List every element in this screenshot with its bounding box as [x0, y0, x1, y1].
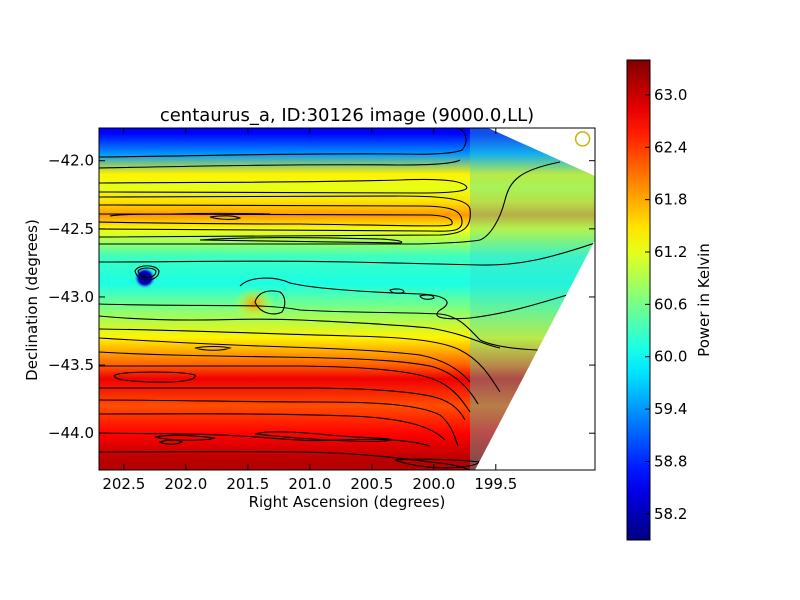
- colorbar-tick-label: 63.0: [654, 86, 687, 104]
- colorbar: 58.2 58.8 59.4 60.0 60.6 61.2 61.8 62.4 63.0 Pow…: [626, 59, 713, 541]
- chart-title: centaurus_a, ID:30126 image (9000.0,LL): [160, 105, 534, 126]
- colorbar-tick-label: 61.8: [654, 191, 687, 209]
- colorbar-label: Power in Kelvin: [695, 243, 713, 357]
- plot-area: [99, 128, 595, 470]
- colorbar-tick-label: 62.4: [654, 138, 687, 156]
- colorbar-tick-label: 58.8: [654, 452, 687, 470]
- colorbar-axis: 58.2 58.8 59.4 60.0 60.6 61.2 61.8 62.4 63.0: [645, 86, 687, 523]
- colorbar-tick-label: 60.6: [654, 295, 687, 313]
- colorbar-gradient: [626, 59, 651, 541]
- plot-frame: [98, 127, 596, 471]
- x-tick-label: 201.5: [226, 475, 269, 493]
- feature-warm-knot: [234, 287, 274, 320]
- x-axis-label: Right Ascension (degrees): [249, 493, 446, 511]
- beam-marker: [574, 131, 591, 147]
- y-tick-label: −42.0: [48, 152, 94, 170]
- x-tick-label: 202.5: [102, 475, 145, 493]
- x-tick-label: 202.0: [164, 475, 207, 493]
- x-tick-label: 200.5: [350, 475, 393, 493]
- x-tick-label: 200.0: [412, 475, 455, 493]
- colorbar-tick-label: 60.0: [654, 348, 687, 366]
- y-axis: −42.0 −42.5 −43.0 −43.5 −44.0: [48, 152, 595, 442]
- x-tick-label: 199.5: [474, 475, 517, 493]
- y-tick-label: −43.0: [48, 288, 94, 306]
- y-axis-label: Declination (degrees): [23, 219, 41, 381]
- colorbar-tick-label: 61.2: [654, 243, 687, 261]
- x-axis: 202.5 202.0 201.5 201.0 200.5 200.0 199.5: [102, 128, 517, 493]
- colorbar-tick-label: 59.4: [654, 400, 687, 418]
- x-tick-label: 201.0: [288, 475, 331, 493]
- y-tick-label: −43.5: [48, 356, 94, 374]
- y-tick-label: −44.0: [48, 424, 94, 442]
- colorbar-tick-label: 58.2: [654, 505, 687, 523]
- feature-cold-source: [133, 266, 156, 289]
- contour-lines: [99, 128, 595, 470]
- y-tick-label: −42.5: [48, 220, 94, 238]
